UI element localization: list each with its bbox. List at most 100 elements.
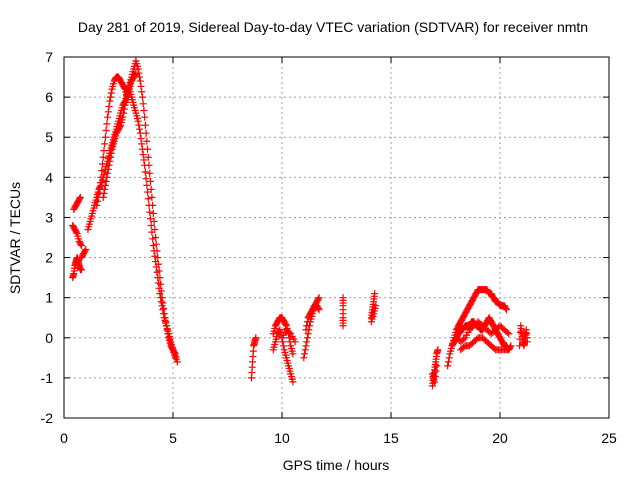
y-tick-label: 6: [45, 89, 53, 105]
data-point: [105, 161, 113, 169]
data-point: [145, 201, 153, 209]
data-point: [93, 201, 101, 209]
data-point: [99, 153, 107, 161]
data-point: [432, 367, 440, 375]
y-tick-label: -2: [41, 410, 54, 426]
data-point: [146, 177, 154, 185]
data-point: [120, 109, 128, 117]
data-point: [152, 263, 160, 271]
data-point: [303, 338, 311, 346]
data-point: [77, 240, 85, 248]
data-point: [141, 121, 149, 129]
data-point: [77, 266, 85, 274]
data-point: [102, 177, 110, 185]
data-point: [285, 328, 293, 336]
data-point: [146, 169, 154, 177]
data-point: [339, 294, 347, 302]
data-point: [146, 215, 154, 223]
data-point: [131, 70, 139, 78]
data-point: [315, 294, 323, 302]
data-point: [134, 117, 142, 125]
data-point: [503, 306, 511, 314]
data-point: [148, 228, 156, 236]
data-point: [139, 151, 147, 159]
data-point: [141, 161, 149, 169]
data-point: [301, 346, 309, 354]
x-tick-label: 10: [274, 430, 290, 446]
grid: [64, 57, 609, 418]
data-point: [100, 147, 108, 155]
data-point: [101, 133, 109, 141]
data-point: [136, 125, 144, 133]
y-tick-label: 7: [45, 49, 53, 65]
x-tick-label: 15: [383, 430, 399, 446]
data-point: [150, 247, 158, 255]
data-point: [157, 298, 165, 306]
data-point: [154, 279, 162, 287]
data-point: [138, 88, 146, 96]
data-point: [77, 242, 85, 250]
data-point: [139, 100, 147, 108]
series-sdtvar: [69, 57, 531, 390]
data-point: [107, 93, 115, 101]
data-point: [106, 97, 114, 105]
data-point: [300, 354, 308, 362]
data-point: [119, 113, 127, 121]
data-point: [433, 362, 441, 370]
data-point: [158, 302, 166, 310]
data-point: [144, 188, 152, 196]
data-point: [371, 290, 379, 298]
data-point: [303, 318, 311, 326]
data-point: [144, 195, 152, 203]
data-point: [152, 258, 160, 266]
data-point: [103, 173, 111, 181]
data-point: [149, 209, 157, 217]
data-point: [291, 338, 299, 346]
data-point: [76, 195, 84, 203]
data-point: [151, 252, 159, 260]
data-point: [72, 228, 80, 236]
data-point: [96, 184, 104, 192]
y-tick-label: 3: [45, 209, 53, 225]
data-point: [116, 123, 124, 131]
data-point: [134, 65, 142, 73]
data-point: [136, 77, 144, 85]
data-point: [505, 346, 513, 354]
data-point: [372, 302, 380, 310]
data-point: [141, 113, 149, 121]
data-point: [149, 235, 157, 243]
data-point: [507, 342, 515, 350]
y-tick-label: 4: [45, 169, 53, 185]
data-point: [142, 175, 150, 183]
data-point: [82, 246, 90, 254]
data-point: [431, 373, 439, 381]
data-point: [445, 354, 453, 362]
data-point: [523, 338, 531, 346]
data-point: [138, 140, 146, 148]
data-point: [282, 320, 290, 328]
data-point: [302, 342, 310, 350]
data-point: [301, 350, 309, 358]
data-point: [289, 378, 297, 386]
data-point: [104, 165, 112, 173]
data-point: [76, 193, 84, 201]
data-point: [105, 102, 113, 110]
data-point: [136, 73, 144, 81]
y-axis-label: SDTVAR / TECUs: [7, 182, 23, 294]
chart-title: Day 281 of 2019, Sidereal Day-to-day VTE…: [78, 19, 588, 35]
data-point: [93, 197, 101, 205]
data-point: [303, 334, 311, 342]
data-point: [434, 346, 442, 354]
data-point: [460, 335, 468, 343]
data-point: [314, 304, 322, 312]
data-point: [107, 89, 115, 97]
data-point: [431, 378, 439, 386]
data-point: [303, 322, 311, 330]
data-point: [502, 304, 510, 312]
data-point: [101, 185, 109, 193]
data-point: [159, 306, 167, 314]
data-point: [503, 328, 511, 336]
data-point: [279, 342, 287, 350]
x-tick-label: 20: [492, 430, 508, 446]
data-point: [304, 330, 312, 338]
